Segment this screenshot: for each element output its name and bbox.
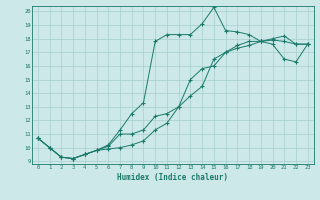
- X-axis label: Humidex (Indice chaleur): Humidex (Indice chaleur): [117, 173, 228, 182]
